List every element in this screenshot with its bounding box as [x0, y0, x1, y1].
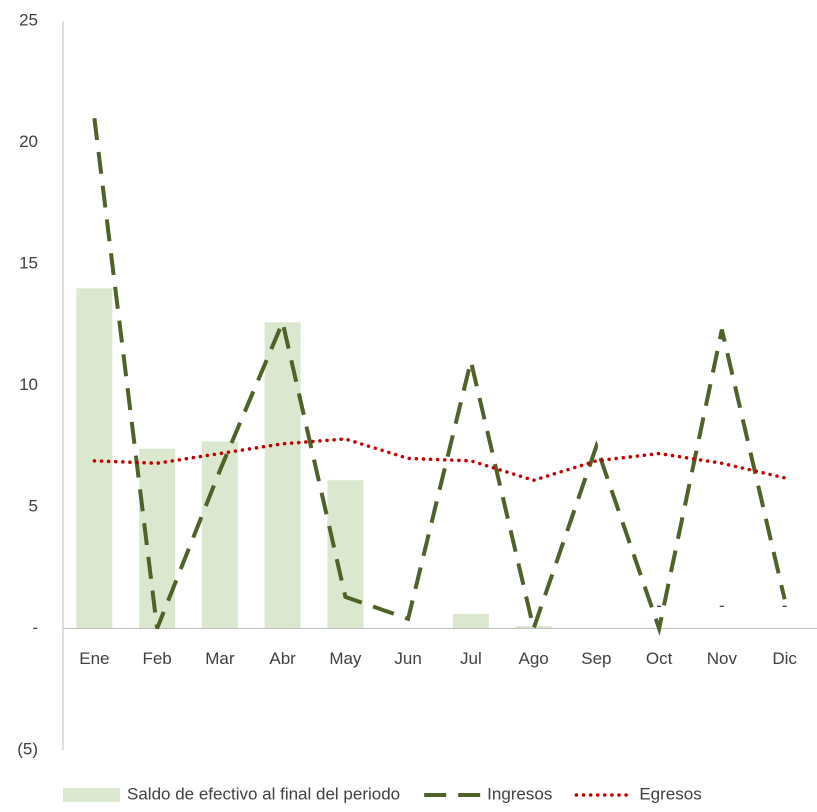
x-tick-label: Sep — [581, 649, 611, 668]
legend-swatch — [63, 788, 120, 802]
x-tick-label: Ene — [79, 649, 109, 668]
x-tick-label: Jun — [394, 649, 421, 668]
legend-label: Egresos — [639, 784, 701, 803]
data-label: - — [719, 596, 725, 615]
y-tick-label: (5) — [17, 739, 38, 758]
y-tick-label: 10 — [19, 375, 38, 394]
bar — [452, 613, 489, 629]
legend-label: Ingresos — [487, 784, 552, 803]
y-tick-label: 5 — [29, 496, 38, 515]
bar — [76, 288, 113, 629]
bar — [264, 322, 301, 629]
y-tick-label: - — [32, 618, 38, 637]
line — [92, 117, 787, 637]
x-tick-label: Mar — [205, 649, 235, 668]
x-tick-label: Nov — [707, 649, 738, 668]
x-tick-label: May — [329, 649, 362, 668]
y-tick-label: 20 — [19, 132, 38, 151]
x-tick-label: Jul — [460, 649, 482, 668]
y-tick-label: 15 — [19, 253, 38, 272]
x-tick-label: Oct — [646, 649, 673, 668]
data-label: - — [656, 596, 662, 615]
bar — [327, 480, 364, 629]
x-tick-label: Ago — [519, 649, 549, 668]
x-tick-label: Abr — [269, 649, 296, 668]
x-tick-label: Dic — [772, 649, 797, 668]
line — [92, 437, 787, 483]
y-tick-label: 25 — [19, 10, 38, 29]
x-tick-label: Feb — [142, 649, 171, 668]
legend-label: Saldo de efectivo al final del periodo — [127, 784, 400, 803]
data-label: - — [782, 596, 788, 615]
